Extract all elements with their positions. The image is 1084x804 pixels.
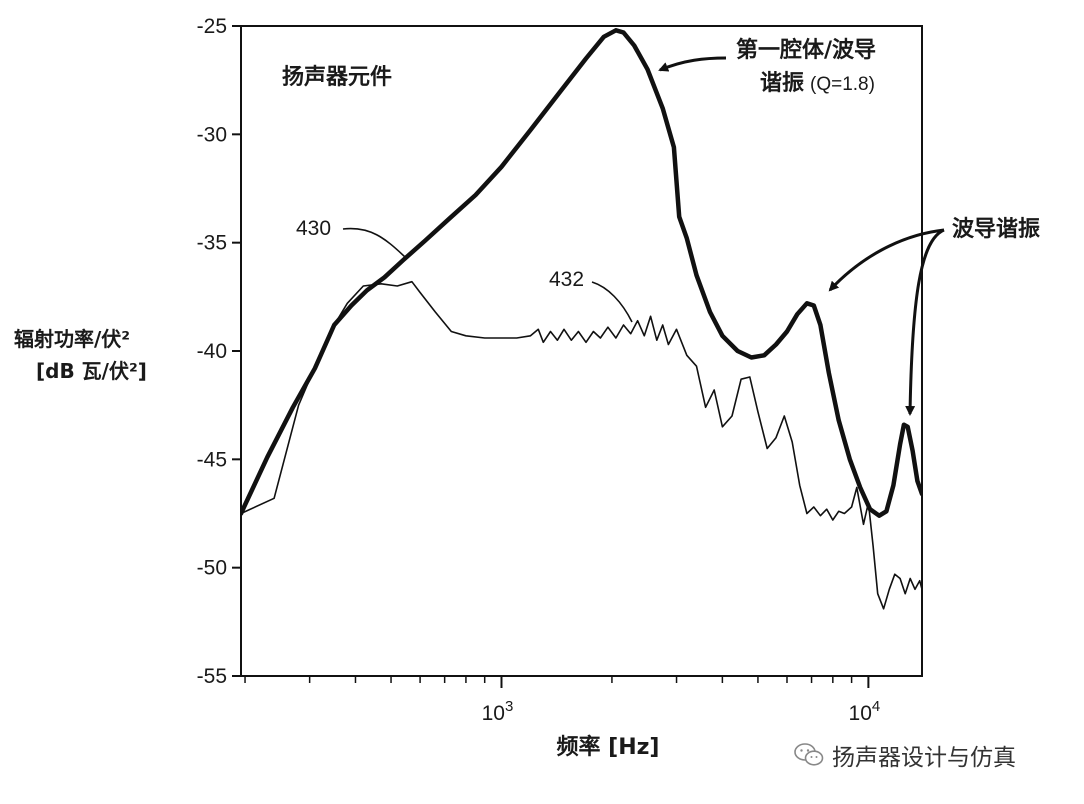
annotation-cavity-line2-latin: (Q=1.8) xyxy=(810,74,875,95)
y-tick-label: -50 xyxy=(197,557,227,580)
y-axis-label-line2: [dB 瓦/伏²] xyxy=(36,359,147,383)
annotation-432-leader xyxy=(591,281,633,323)
plot-frame xyxy=(240,25,923,677)
series-432-line xyxy=(241,280,922,610)
y-tick-label: -40 xyxy=(197,340,227,363)
y-tick-label: -45 xyxy=(197,448,227,471)
x-tick-label: 103 xyxy=(482,698,514,725)
annotation-cavity-line1: 第一腔体/波导 xyxy=(736,37,876,63)
annotation-cavity-line2-cjk: 谐振 xyxy=(760,71,804,96)
y-tick-label: -35 xyxy=(197,232,227,255)
annotation-waveguide-arrow-2 xyxy=(905,228,945,416)
watermark: 扬声器设计与仿真 xyxy=(794,738,1016,772)
x-axis: 103 104 xyxy=(244,676,881,725)
x-tick-label: 104 xyxy=(849,698,881,725)
y-axis: -25 -30 -35 -40 -45 -50 -55 xyxy=(197,15,241,688)
annotation-waveguide-label: 波导谐振 xyxy=(952,217,1040,242)
y-tick-label: -25 xyxy=(197,15,227,38)
series-430-line xyxy=(241,28,922,518)
wechat-icon xyxy=(794,743,824,766)
annotation-cavity-arrow xyxy=(658,56,727,72)
annotation-432-label: 432 xyxy=(549,268,584,291)
y-tick-label: -30 xyxy=(197,123,227,146)
y-axis-label-line1: 辐射功率/伏² xyxy=(14,327,130,351)
annotation-430-label: 430 xyxy=(296,217,331,240)
inset-label: 扬声器元件 xyxy=(282,65,392,90)
annotation-430-leader xyxy=(342,227,406,258)
watermark-text: 扬声器设计与仿真 xyxy=(832,745,1016,771)
y-tick-label: -55 xyxy=(197,665,227,688)
x-axis-label: 频率 [Hz] xyxy=(557,734,660,760)
annotation-waveguide-arrow-1 xyxy=(828,228,945,292)
